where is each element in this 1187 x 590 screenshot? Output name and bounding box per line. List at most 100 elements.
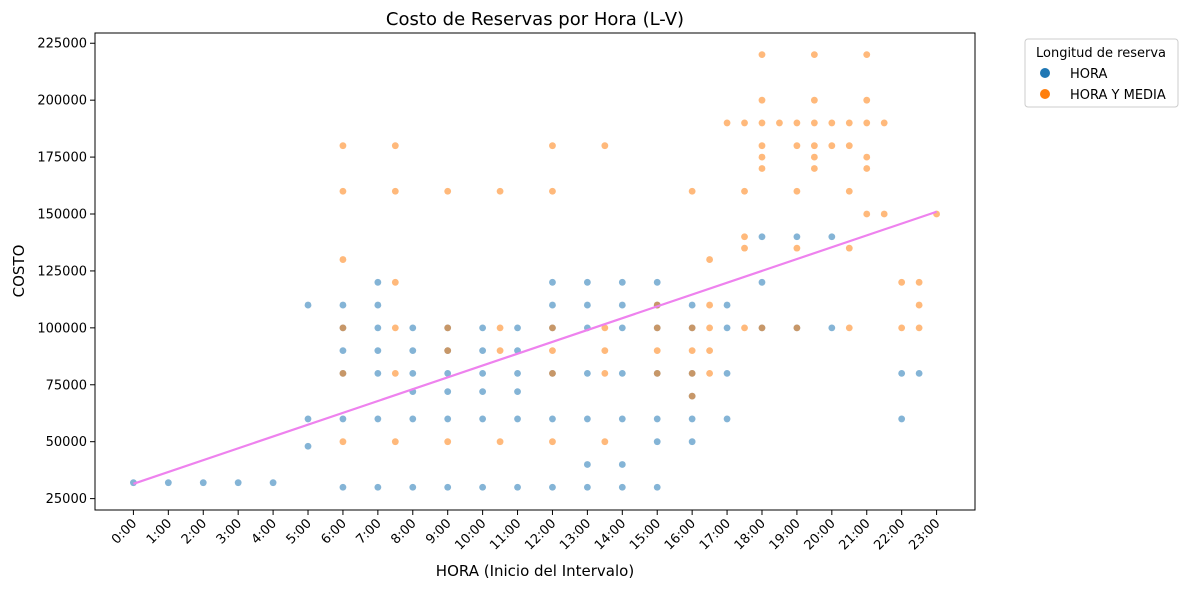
- data-point: [653, 415, 661, 423]
- data-point: [845, 244, 853, 252]
- data-point: [688, 187, 696, 195]
- data-point: [810, 119, 818, 127]
- data-point: [374, 278, 382, 286]
- data-point: [863, 119, 871, 127]
- data-point: [339, 369, 347, 377]
- data-point: [479, 483, 487, 491]
- data-point: [583, 278, 591, 286]
- data-point: [758, 153, 766, 161]
- data-point: [391, 187, 399, 195]
- data-point: [880, 119, 888, 127]
- data-point: [618, 301, 626, 309]
- data-point: [374, 347, 382, 355]
- data-point: [583, 369, 591, 377]
- data-point: [741, 233, 748, 241]
- data-point: [549, 324, 556, 332]
- data-point: [793, 233, 801, 241]
- data-point: [828, 142, 836, 150]
- data-point: [758, 278, 766, 286]
- data-point: [583, 483, 591, 491]
- data-point: [601, 438, 609, 446]
- data-point: [793, 244, 801, 252]
- data-point: [618, 415, 626, 423]
- x-tick-label: 9:00: [423, 516, 454, 547]
- data-point: [863, 165, 871, 172]
- data-point: [409, 415, 417, 423]
- data-point: [514, 324, 521, 332]
- y-tick-label: 175000: [37, 151, 87, 166]
- y-tick-label: 100000: [37, 321, 87, 336]
- x-tick-label: 12:00: [522, 516, 559, 553]
- data-point: [898, 324, 906, 332]
- data-point: [845, 324, 853, 332]
- data-point: [514, 388, 521, 396]
- x-tick-label: 2:00: [179, 516, 210, 547]
- data-point: [706, 256, 714, 263]
- data-point: [601, 347, 609, 355]
- data-point: [898, 278, 906, 286]
- data-points: [130, 51, 940, 491]
- data-point: [723, 369, 731, 377]
- data-point: [549, 415, 556, 423]
- x-tick-label: 23:00: [906, 516, 943, 553]
- data-point: [618, 483, 626, 491]
- data-point: [234, 479, 242, 487]
- data-point: [514, 483, 521, 491]
- data-point: [863, 51, 871, 59]
- x-tick-label: 14:00: [592, 516, 629, 553]
- data-point: [793, 119, 801, 127]
- data-point: [496, 187, 504, 195]
- data-point: [845, 142, 853, 150]
- data-point: [688, 347, 696, 355]
- data-point: [391, 278, 399, 286]
- x-tick-label: 5:00: [284, 516, 315, 547]
- data-point: [409, 324, 417, 332]
- data-point: [758, 119, 766, 127]
- data-point: [758, 142, 766, 150]
- x-tick-label: 6:00: [319, 516, 350, 547]
- data-point: [741, 244, 748, 252]
- data-point: [583, 301, 591, 309]
- series-hora: [130, 233, 923, 491]
- x-tick-label: 15:00: [627, 516, 664, 553]
- data-point: [618, 461, 626, 468]
- data-point: [549, 347, 556, 355]
- data-point: [496, 438, 504, 446]
- data-point: [549, 369, 556, 377]
- data-point: [339, 142, 347, 150]
- data-point: [741, 324, 748, 332]
- data-point: [444, 324, 452, 332]
- data-point: [339, 347, 347, 355]
- legend-box: [1024, 38, 1179, 108]
- data-point: [741, 119, 748, 127]
- data-point: [339, 483, 347, 491]
- y-tick-label: 150000: [37, 208, 87, 223]
- data-point: [793, 324, 801, 332]
- data-point: [601, 369, 609, 377]
- data-point: [391, 438, 399, 446]
- data-point: [479, 324, 487, 332]
- chart-title: Costo de Reservas por Hora (L-V): [386, 9, 684, 30]
- data-point: [653, 347, 661, 355]
- data-point: [304, 442, 312, 450]
- data-point: [845, 119, 853, 127]
- trendline-segment: [133, 210, 937, 485]
- plot-area: [94, 32, 976, 511]
- data-point: [758, 51, 766, 59]
- x-tick-label: 7:00: [353, 516, 384, 547]
- data-point: [723, 324, 731, 332]
- data-point: [915, 278, 923, 286]
- y-tick-label: 50000: [46, 435, 87, 450]
- data-point: [339, 438, 347, 446]
- data-point: [583, 415, 591, 423]
- y-tick-label: 75000: [46, 378, 87, 393]
- x-tick-label: 22:00: [871, 516, 908, 553]
- data-point: [758, 233, 766, 241]
- data-point: [164, 479, 172, 487]
- x-tick-label: 17:00: [697, 516, 734, 553]
- data-point: [688, 392, 696, 400]
- data-point: [793, 187, 801, 195]
- data-point: [269, 479, 277, 487]
- data-point: [479, 388, 487, 396]
- legend-title: Longitud de reserva: [1036, 46, 1166, 61]
